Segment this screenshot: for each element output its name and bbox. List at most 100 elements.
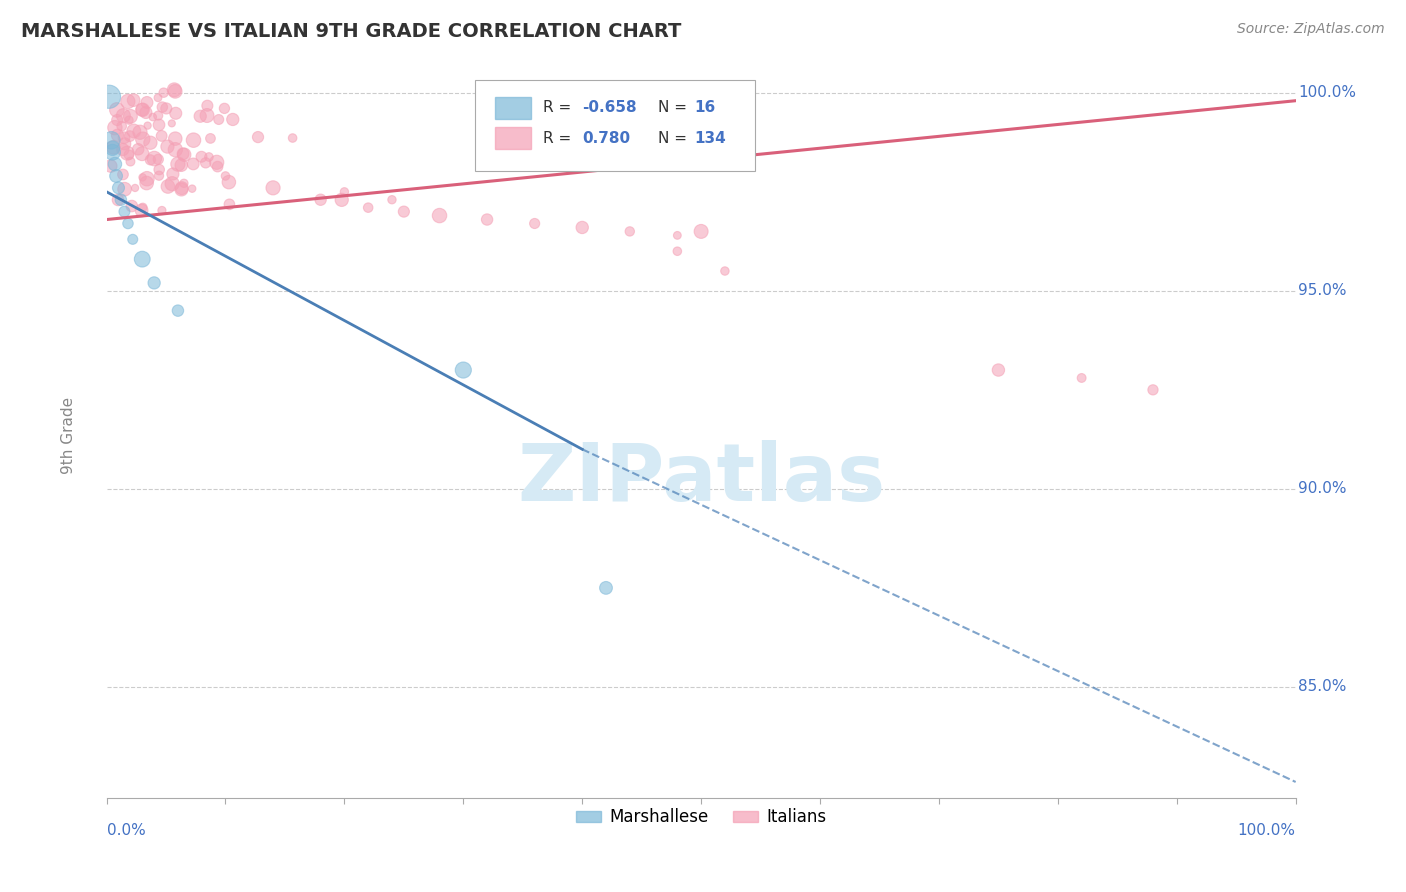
Text: 134: 134 [695, 131, 725, 145]
Point [205, 155, 228, 169]
Point [129, 125, 152, 139]
Point [135, 105, 157, 120]
Point [165, 143, 187, 157]
Point [148, 153, 170, 167]
Point [170, 158, 193, 172]
Point [118, 148, 141, 162]
Point [167, 303, 190, 318]
Text: 0.780: 0.780 [582, 131, 630, 145]
Point [156, 179, 179, 194]
Point [247, 130, 270, 145]
Point [105, 169, 128, 183]
Text: 9th Grade: 9th Grade [60, 397, 76, 474]
Point [120, 154, 142, 169]
FancyBboxPatch shape [495, 128, 531, 149]
Text: MARSHALLESE VS ITALIAN 9TH GRADE CORRELATION CHART: MARSHALLESE VS ITALIAN 9TH GRADE CORRELA… [21, 22, 682, 41]
Point [114, 182, 136, 196]
Point [112, 109, 135, 123]
Point [131, 203, 153, 218]
Point [142, 110, 165, 124]
Point [156, 139, 179, 153]
Point [523, 217, 546, 231]
Point [139, 136, 162, 150]
Text: N =: N = [658, 100, 692, 115]
Point [357, 201, 380, 215]
Point [1142, 383, 1164, 397]
Point [208, 112, 231, 127]
Point [136, 171, 159, 186]
Point [281, 131, 304, 145]
Point [105, 103, 128, 117]
Point [150, 203, 173, 218]
Point [135, 176, 157, 190]
Text: Source: ZipAtlas.com: Source: ZipAtlas.com [1237, 22, 1385, 37]
Point [100, 133, 122, 147]
Point [214, 102, 236, 116]
Text: 100.0%: 100.0% [1298, 86, 1355, 100]
Point [105, 113, 128, 128]
Point [173, 147, 195, 161]
Point [127, 142, 149, 156]
Point [114, 136, 136, 151]
Point [124, 181, 146, 195]
Point [150, 128, 173, 143]
Point [101, 141, 124, 155]
Text: ZIPatlas: ZIPatlas [517, 440, 886, 518]
Point [194, 156, 217, 170]
Point [122, 93, 145, 107]
Text: -0.658: -0.658 [582, 100, 637, 115]
Point [148, 169, 170, 183]
Point [111, 119, 134, 133]
Point [148, 162, 170, 177]
Point [117, 217, 139, 231]
Point [183, 133, 205, 147]
Point [143, 152, 166, 166]
Point [170, 182, 193, 196]
Point [107, 181, 129, 195]
Point [131, 103, 153, 117]
FancyBboxPatch shape [495, 97, 531, 119]
Point [173, 177, 195, 191]
Text: 100.0%: 100.0% [1237, 823, 1296, 838]
Point [97, 89, 120, 103]
Point [429, 209, 451, 223]
Point [619, 224, 641, 238]
Point [714, 264, 737, 278]
Point [333, 185, 356, 199]
Point [207, 160, 229, 174]
Point [132, 200, 155, 214]
Text: 85.0%: 85.0% [1298, 680, 1347, 694]
Point [160, 177, 183, 191]
Legend: Marshallese, Italians: Marshallese, Italians [569, 802, 834, 833]
Text: 95.0%: 95.0% [1298, 284, 1347, 298]
Point [122, 124, 145, 138]
Point [112, 204, 135, 219]
Point [165, 131, 187, 145]
Point [172, 146, 194, 161]
Point [987, 363, 1010, 377]
Point [120, 109, 142, 123]
Point [118, 129, 141, 144]
Point [181, 157, 204, 171]
Point [150, 100, 173, 114]
Point [330, 193, 353, 207]
Point [107, 128, 129, 143]
Point [190, 150, 212, 164]
Point [167, 157, 190, 171]
Point [101, 145, 124, 160]
Point [165, 106, 187, 120]
Point [111, 168, 134, 182]
Point [160, 116, 183, 130]
Point [112, 130, 135, 145]
Point [115, 146, 138, 161]
Point [118, 113, 141, 128]
FancyBboxPatch shape [475, 80, 755, 171]
Point [195, 109, 218, 123]
Point [136, 119, 159, 133]
Point [163, 83, 186, 97]
Point [136, 95, 159, 110]
Point [121, 199, 143, 213]
Point [381, 193, 404, 207]
Point [131, 170, 153, 185]
Point [453, 363, 475, 377]
